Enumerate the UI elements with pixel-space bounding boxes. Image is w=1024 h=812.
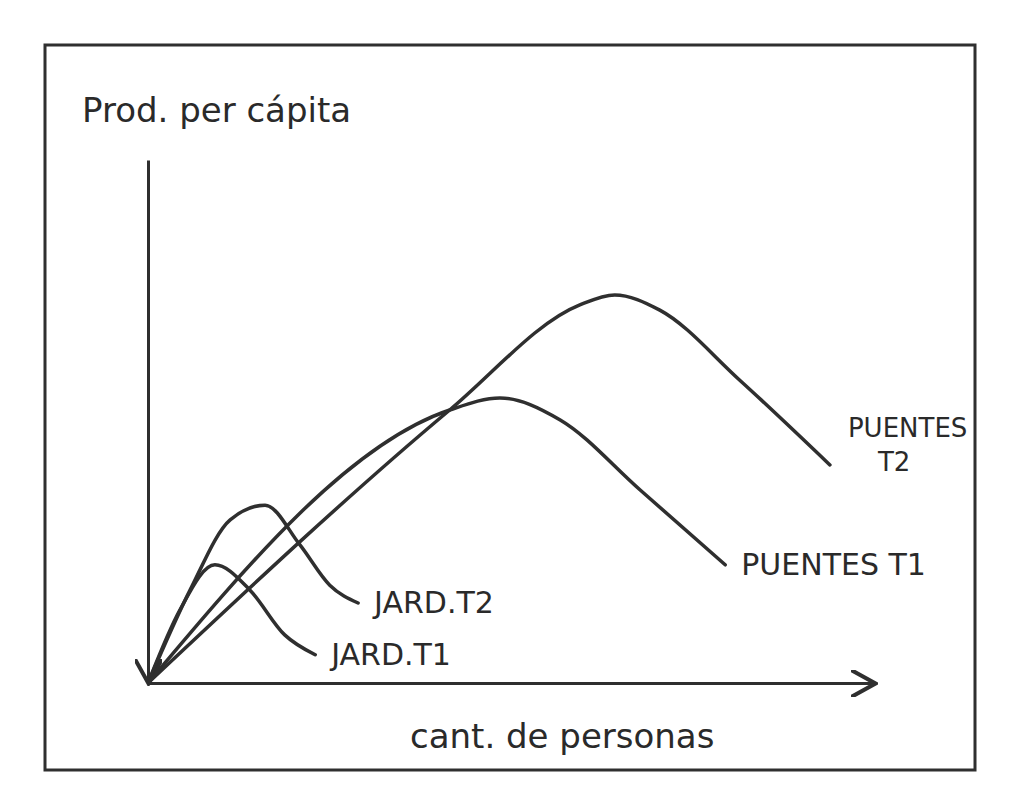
- series-label: PUENTEST2: [848, 413, 967, 477]
- y-axis-title: Prod. per cápita: [82, 90, 351, 130]
- y-axis: [148, 161, 149, 684]
- x-axis: [149, 683, 876, 684]
- y-axis-line: [147, 161, 150, 684]
- series-labels: JARD.T2 JARD.T1 PUENTEST2 PUENTES T1: [329, 413, 967, 672]
- chart: Prod. per cápita cant. de personas JARD.T2…: [0, 0, 1024, 812]
- series-line: [148, 565, 315, 683]
- series-label: PUENTES T1: [741, 547, 926, 582]
- x-axis-title: cant. de personas: [410, 716, 714, 756]
- plot-area: [148, 295, 830, 683]
- series-line: [148, 505, 358, 683]
- x-axis-line: [149, 682, 876, 685]
- series-label: JARD.T2: [372, 585, 494, 620]
- frame: [45, 45, 975, 770]
- series-line: [148, 295, 830, 683]
- series-label: JARD.T1: [329, 637, 451, 672]
- series-line: [148, 398, 725, 683]
